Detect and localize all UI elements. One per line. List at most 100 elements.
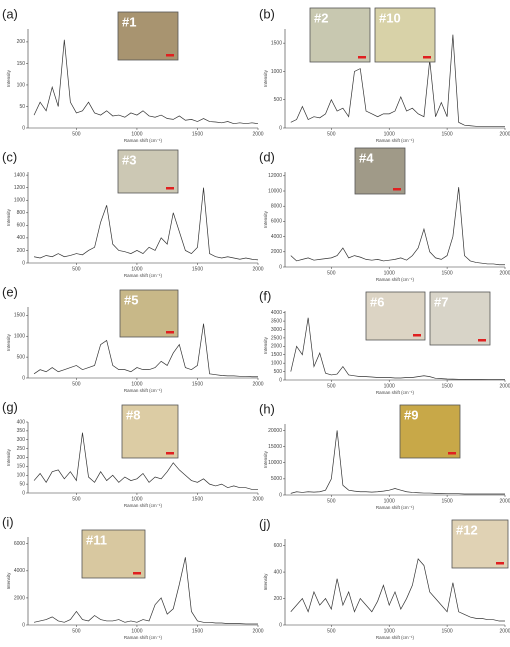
x-tick-label: 1500 [192,131,203,137]
scale-bar [423,56,431,59]
x-tick-label: 2000 [499,498,510,504]
y-tick-label: 1000 [14,198,25,204]
y-tick-label: 800 [17,210,26,216]
spectrum [33,187,259,261]
x-tick-label: 2000 [499,131,510,137]
x-tick-label: 1000 [384,131,395,137]
y-tick-label: 1500 [271,40,282,46]
inset-photo [365,291,426,341]
x-axis-label: Raman shift (cm⁻¹) [124,138,163,143]
x-tick-label: 1500 [442,131,453,137]
scale-bar [166,452,174,455]
inset-label: #1 [122,14,136,29]
y-tick-label: 200 [274,596,283,602]
x-tick-label: 1000 [131,131,142,137]
x-tick-label: 500 [72,628,81,634]
scale-bar [133,572,141,575]
x-axis-label: Raman shift (cm⁻¹) [124,388,163,393]
y-tick-label: 200 [17,248,26,254]
y-tick-label: 100 [17,82,26,88]
y-axis-label: Intensity [263,69,268,87]
y-tick-label: 2000 [271,249,282,255]
inset-label: #12 [456,522,478,537]
y-tick-label: 20000 [268,428,282,434]
x-tick-label: 500 [327,131,336,137]
y-tick-label: 4000 [271,234,282,240]
inset-photo [429,291,491,346]
x-tick-label: 500 [72,266,81,272]
y-tick-label: 0 [279,622,282,628]
y-tick-label: 10000 [268,188,282,194]
y-tick-label: 2000 [14,595,25,601]
panel-label: (c) [2,149,17,164]
inset-label: #5 [124,292,138,307]
scale-bar [413,334,421,337]
inset-photo [81,529,146,579]
x-tick-label: 2000 [252,266,263,272]
scale-bar [166,187,174,190]
scale-bar [496,562,504,565]
x-axis-label: Raman shift (cm⁻¹) [124,635,163,640]
y-tick-label: 4000 [271,310,282,316]
y-tick-label: 50 [19,104,25,110]
y-tick-label: 250 [17,446,26,452]
y-tick-label: 10000 [268,460,282,466]
x-tick-label: 2000 [499,383,510,389]
spectrum [290,34,505,127]
x-tick-label: 500 [72,496,81,502]
inset-photo [399,404,461,459]
y-tick-label: 0 [22,260,25,266]
inset-label: #8 [126,407,140,422]
x-tick-label: 2000 [252,496,263,502]
x-tick-label: 1500 [442,383,453,389]
y-tick-label: 0 [279,125,282,131]
y-tick-label: 1000 [14,334,25,340]
x-tick-label: 500 [327,498,336,504]
x-tick-label: 1000 [131,266,142,272]
x-tick-label: 1500 [442,270,453,276]
scale-bar [358,56,366,59]
x-tick-label: 2000 [499,628,510,634]
x-tick-label: 1000 [384,628,395,634]
y-tick-label: 1200 [14,185,25,191]
y-tick-label: 100 [17,473,26,479]
spectrum [33,39,259,125]
y-tick-label: 200 [17,455,26,461]
inset-label: #3 [122,152,136,167]
y-tick-label: 12000 [268,173,282,179]
y-tick-label: 150 [17,61,26,67]
y-tick-label: 0 [22,622,25,628]
panel-label: (f) [259,288,271,303]
x-axis-label: Raman shift (cm⁻¹) [124,503,163,508]
x-tick-label: 500 [72,131,81,137]
x-tick-label: 1000 [131,496,142,502]
y-tick-label: 0 [279,492,282,498]
y-tick-label: 350 [17,428,26,434]
scale-bar [166,54,174,57]
y-tick-label: 0 [22,490,25,496]
spectrum [290,317,505,381]
y-axis-label: Intensity [263,210,268,228]
scale-bar [448,452,456,455]
y-tick-label: 0 [22,375,25,381]
x-axis-label: Raman shift (cm⁻¹) [376,635,415,640]
y-tick-label: 3000 [271,327,282,333]
x-tick-label: 2000 [252,628,263,634]
y-axis-label: Intensity [263,450,268,468]
x-tick-label: 1500 [442,628,453,634]
y-tick-label: 600 [274,543,283,549]
panel-label: (b) [259,6,275,21]
inset-label: #7 [434,294,448,309]
y-tick-label: 2500 [271,335,282,341]
panel-label: (e) [2,284,18,299]
spectrum [33,432,258,490]
x-tick-label: 1500 [192,496,203,502]
inset-photo [121,404,179,459]
inset-label: #9 [404,407,418,422]
scale-bar [478,339,486,342]
y-tick-label: 400 [274,569,283,575]
inset-photo [374,7,436,63]
x-axis-label: Raman shift (cm⁻¹) [376,505,415,510]
y-tick-label: 50 [19,481,25,487]
